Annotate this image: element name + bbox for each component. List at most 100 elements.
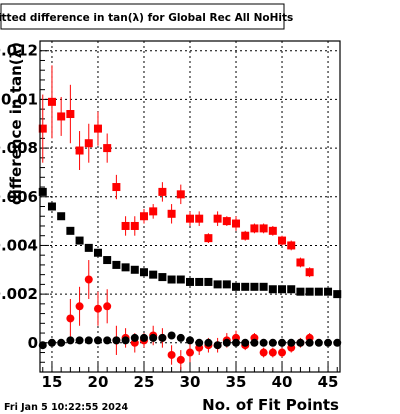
data-point-circle — [186, 348, 194, 357]
data-point-circle — [57, 338, 66, 347]
data-point-square — [103, 144, 112, 153]
x-axis-title: No. of Fit Points — [202, 396, 339, 414]
data-point-square — [213, 214, 222, 223]
data-point-square — [112, 260, 121, 269]
data-point-circle — [139, 333, 148, 342]
data-point-square — [47, 202, 56, 211]
data-point-circle — [305, 338, 314, 347]
data-point-square — [139, 212, 148, 221]
data-point-square — [296, 287, 305, 296]
data-point-square — [296, 258, 305, 267]
data-point-circle — [103, 336, 112, 345]
x-tick-label: 30 — [180, 373, 201, 391]
data-point-square — [130, 265, 139, 274]
data-point-square — [121, 221, 130, 230]
series-0 — [38, 65, 314, 278]
data-point-square — [38, 187, 47, 196]
data-point-square — [232, 282, 241, 291]
data-point-square — [84, 243, 93, 252]
data-point-square — [167, 209, 176, 218]
data-point-circle — [103, 302, 112, 311]
data-point-circle — [75, 336, 84, 345]
data-point-square — [222, 217, 231, 226]
data-point-square — [149, 270, 158, 279]
data-point-circle — [66, 336, 75, 345]
data-point-square — [139, 268, 148, 277]
data-point-square — [204, 277, 213, 286]
y-tick-label: 0.012 — [0, 42, 38, 60]
y-tick-label: 0.002 — [0, 285, 38, 303]
y-tick-label: 0.01 — [1, 90, 38, 108]
y-tick-label: 0 — [28, 334, 38, 352]
data-point-square — [314, 287, 323, 296]
data-point-square — [121, 263, 130, 272]
x-tick-label: 15 — [42, 373, 63, 391]
data-point-square — [47, 97, 56, 106]
data-point-square — [195, 214, 204, 223]
data-point-circle — [149, 333, 158, 342]
data-point-square — [241, 282, 250, 291]
data-point-square — [287, 241, 296, 250]
data-point-circle — [93, 304, 102, 313]
data-point-square — [324, 287, 333, 296]
data-point-square — [149, 207, 158, 216]
data-point-circle — [66, 314, 75, 323]
title-box — [0, 3, 285, 30]
grid-lines — [40, 41, 340, 372]
data-point-circle — [167, 331, 176, 340]
data-point-circle — [213, 341, 222, 350]
data-point-circle — [93, 336, 102, 345]
data-point-circle — [167, 350, 176, 359]
data-point-square — [75, 236, 84, 245]
data-point-circle — [324, 338, 333, 347]
data-point-circle — [268, 338, 277, 347]
x-tick-label: 20 — [88, 373, 109, 391]
series-1 — [38, 187, 342, 299]
data-point-circle — [241, 338, 250, 347]
data-point-square — [213, 280, 222, 289]
data-point-circle — [112, 336, 121, 345]
data-point-circle — [84, 275, 93, 284]
data-point-circle — [121, 336, 130, 345]
data-point-square — [75, 146, 84, 155]
data-point-square — [93, 248, 102, 257]
data-point-circle — [195, 338, 204, 347]
data-point-circle — [47, 338, 56, 347]
y-tick-label: 0.008 — [0, 139, 38, 157]
data-point-square — [66, 226, 75, 235]
data-point-circle — [287, 338, 296, 347]
data-point-square — [57, 212, 66, 221]
series-3 — [38, 331, 342, 350]
data-point-circle — [333, 338, 342, 347]
data-point-square — [259, 282, 268, 291]
data-point-square — [176, 190, 185, 199]
data-point-circle — [176, 333, 185, 342]
data-point-square — [250, 224, 259, 233]
data-point-square — [66, 110, 75, 119]
data-point-square — [103, 256, 112, 265]
data-point-square — [204, 234, 213, 243]
data-point-square — [232, 219, 241, 228]
data-point-square — [268, 285, 277, 294]
plot-frame — [39, 40, 341, 373]
data-point-square — [278, 236, 287, 245]
axis-ticks — [40, 40, 338, 373]
data-point-square — [333, 290, 342, 299]
y-tick-label: 0.006 — [0, 188, 38, 206]
data-point-circle — [158, 333, 167, 342]
data-point-circle — [222, 338, 231, 347]
data-point-circle — [204, 338, 213, 347]
data-point-square — [57, 112, 66, 121]
data-point-circle — [259, 338, 268, 347]
data-point-circle — [278, 348, 287, 357]
data-point-circle — [296, 338, 305, 347]
data-point-square — [93, 124, 102, 133]
data-point-square — [250, 282, 259, 291]
data-point-square — [130, 221, 139, 230]
data-point-circle — [186, 336, 194, 345]
data-point-square — [167, 275, 176, 284]
data-point-square — [222, 280, 231, 289]
data-point-square — [287, 285, 296, 294]
data-point-circle — [84, 336, 93, 345]
data-point-circle — [278, 338, 287, 347]
